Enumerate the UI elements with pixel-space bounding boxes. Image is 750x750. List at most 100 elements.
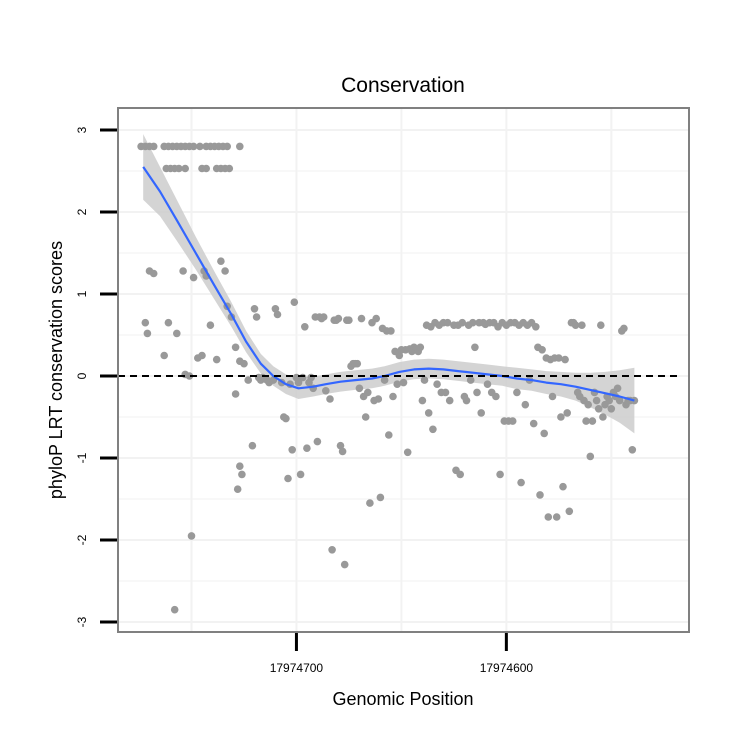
data-point	[473, 388, 481, 397]
data-point	[582, 417, 590, 425]
data-point	[557, 413, 565, 421]
data-point	[389, 392, 397, 401]
y-tick-label: -2	[75, 534, 89, 545]
scatter-points-layer	[137, 142, 639, 614]
data-point	[322, 387, 330, 395]
data-point	[361, 413, 370, 421]
data-point	[202, 164, 210, 173]
data-point	[605, 396, 613, 405]
data-point	[357, 314, 366, 323]
data-point	[173, 329, 181, 338]
data-point	[548, 392, 557, 401]
data-point	[149, 269, 158, 278]
data-point	[223, 142, 231, 151]
data-point	[521, 400, 530, 409]
data-point	[221, 267, 229, 275]
data-point	[571, 321, 580, 330]
data-point	[236, 462, 244, 471]
data-point	[393, 380, 402, 389]
data-point	[175, 164, 183, 173]
y-tick-label: -1	[75, 452, 89, 463]
x-tick-label: 17974700	[270, 661, 324, 675]
data-point	[441, 388, 450, 397]
data-point	[538, 346, 546, 354]
data-point	[189, 273, 198, 282]
y-tick-label: 3	[75, 126, 89, 133]
data-point	[588, 417, 597, 425]
data-point	[179, 267, 187, 275]
y-axis: 3 2 1 0 -1 -2 -3	[75, 126, 117, 627]
data-point	[301, 323, 309, 331]
data-point	[185, 372, 194, 380]
data-point	[206, 321, 215, 330]
y-tick-label: 0	[75, 372, 89, 379]
data-point	[471, 343, 479, 352]
data-point	[282, 414, 290, 423]
data-point	[217, 257, 225, 266]
y-tick-label: -3	[75, 616, 89, 627]
data-point	[529, 419, 538, 428]
data-point	[466, 376, 475, 384]
plot-frame	[117, 107, 690, 633]
data-point	[597, 321, 605, 330]
data-point	[196, 142, 204, 151]
data-point	[561, 355, 569, 364]
data-point	[338, 447, 347, 456]
smooth-line	[142, 166, 635, 402]
data-point	[290, 298, 299, 307]
data-point	[424, 409, 433, 417]
data-point	[395, 351, 404, 360]
data-point	[462, 396, 471, 405]
data-point	[340, 560, 349, 569]
chart-title: Conservation	[341, 74, 465, 97]
data-point	[307, 373, 315, 382]
data-point	[387, 327, 395, 335]
data-point	[187, 532, 196, 540]
data-point	[599, 413, 607, 421]
x-axis: 17974700 17974600	[270, 633, 534, 675]
data-point	[160, 351, 168, 360]
data-point	[345, 316, 353, 325]
data-point	[592, 396, 601, 405]
data-point	[149, 142, 158, 151]
data-point	[399, 378, 408, 387]
data-point	[236, 142, 244, 151]
data-point	[559, 482, 567, 491]
data-point	[244, 376, 252, 384]
data-point	[364, 388, 372, 397]
data-point	[303, 444, 311, 453]
data-point	[250, 305, 259, 313]
data-point	[607, 405, 616, 413]
data-point	[403, 448, 412, 457]
data-point	[508, 417, 517, 425]
data-point	[380, 376, 389, 384]
data-point	[240, 359, 248, 368]
data-point	[328, 546, 336, 554]
data-point	[513, 388, 521, 397]
data-point	[181, 164, 189, 173]
data-point	[620, 324, 628, 333]
data-point	[496, 470, 504, 479]
data-point	[225, 164, 234, 173]
smooth-line-layer	[142, 166, 635, 402]
data-point	[477, 409, 486, 417]
data-point	[615, 396, 624, 405]
data-point	[420, 376, 429, 384]
data-point	[298, 373, 307, 382]
data-point	[578, 321, 586, 330]
data-point	[492, 392, 500, 401]
data-point	[517, 478, 525, 487]
x-tick-label: 17974600	[480, 661, 534, 675]
data-point	[170, 605, 179, 614]
data-point	[143, 329, 152, 338]
data-point	[238, 470, 246, 479]
data-point	[630, 396, 639, 405]
data-point	[469, 318, 477, 327]
data-point	[544, 513, 553, 521]
data-point	[555, 354, 563, 362]
data-point	[445, 396, 454, 405]
data-point	[231, 390, 240, 398]
data-point	[334, 314, 343, 323]
data-point	[532, 323, 540, 331]
